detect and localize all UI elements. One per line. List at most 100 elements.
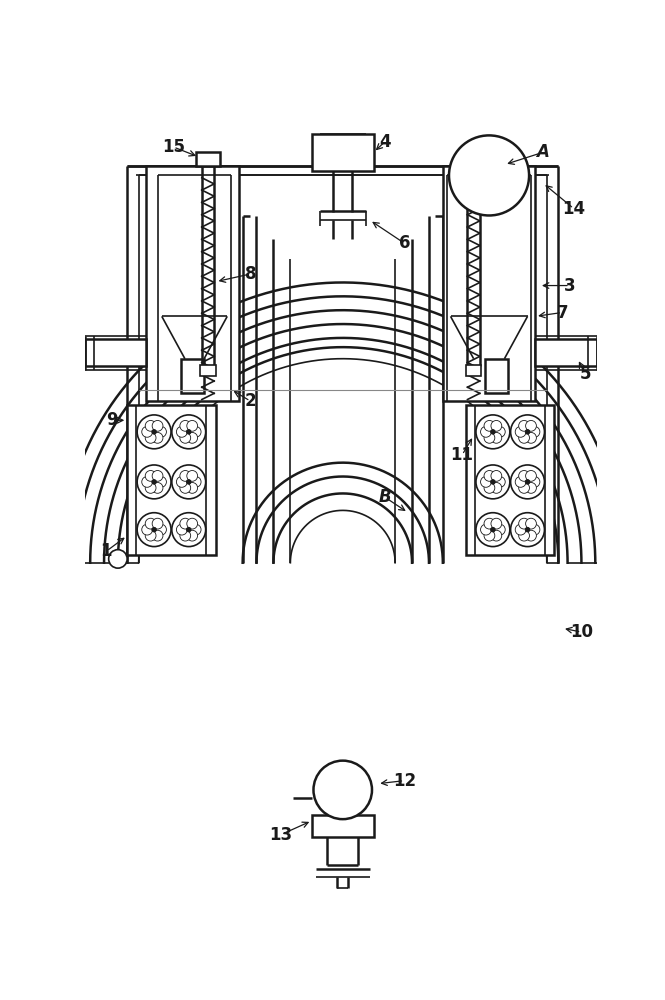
- Circle shape: [519, 471, 529, 481]
- Circle shape: [491, 483, 502, 493]
- Circle shape: [491, 420, 502, 431]
- Circle shape: [137, 415, 171, 449]
- Circle shape: [511, 415, 545, 449]
- Circle shape: [137, 465, 171, 499]
- Circle shape: [484, 483, 495, 493]
- Circle shape: [525, 480, 530, 484]
- Circle shape: [156, 477, 166, 487]
- Circle shape: [519, 530, 529, 541]
- Circle shape: [172, 465, 205, 499]
- Circle shape: [176, 524, 188, 535]
- Circle shape: [484, 471, 495, 481]
- Circle shape: [145, 420, 156, 431]
- Circle shape: [529, 426, 540, 437]
- Circle shape: [142, 524, 152, 535]
- Bar: [181, 359, 204, 393]
- Circle shape: [137, 513, 171, 547]
- Circle shape: [484, 432, 495, 443]
- Circle shape: [515, 477, 526, 487]
- Bar: [462, 152, 485, 166]
- Circle shape: [484, 530, 495, 541]
- Bar: [196, 152, 219, 166]
- Circle shape: [481, 477, 491, 487]
- Text: 13: 13: [269, 826, 293, 844]
- Circle shape: [476, 465, 510, 499]
- Circle shape: [145, 518, 156, 529]
- Circle shape: [190, 524, 201, 535]
- Circle shape: [187, 518, 198, 529]
- Bar: [127, 405, 215, 555]
- Circle shape: [187, 432, 198, 443]
- Text: 15: 15: [162, 138, 185, 156]
- Circle shape: [519, 420, 529, 431]
- Circle shape: [180, 471, 191, 481]
- Circle shape: [515, 524, 526, 535]
- Circle shape: [180, 530, 191, 541]
- Circle shape: [145, 432, 156, 443]
- Circle shape: [186, 430, 191, 434]
- Circle shape: [449, 135, 529, 215]
- Bar: [312, 134, 374, 171]
- Circle shape: [180, 420, 191, 431]
- Circle shape: [491, 432, 502, 443]
- Bar: [466, 365, 481, 376]
- Circle shape: [525, 430, 530, 434]
- Circle shape: [525, 530, 537, 541]
- Bar: [312, 815, 374, 837]
- Circle shape: [145, 530, 156, 541]
- Text: 9: 9: [106, 411, 118, 429]
- Circle shape: [511, 465, 545, 499]
- Circle shape: [525, 420, 537, 431]
- Text: 8: 8: [245, 265, 256, 283]
- Circle shape: [190, 477, 201, 487]
- Circle shape: [187, 471, 198, 481]
- Text: 12: 12: [393, 772, 416, 790]
- Circle shape: [187, 420, 198, 431]
- Circle shape: [152, 420, 163, 431]
- Circle shape: [152, 527, 156, 532]
- Circle shape: [145, 483, 156, 493]
- Circle shape: [525, 471, 537, 481]
- Text: A: A: [537, 143, 549, 161]
- Circle shape: [529, 477, 540, 487]
- Circle shape: [525, 483, 537, 493]
- Circle shape: [491, 430, 495, 434]
- Circle shape: [152, 471, 163, 481]
- Text: 10: 10: [570, 623, 593, 641]
- Circle shape: [525, 527, 530, 532]
- Circle shape: [187, 483, 198, 493]
- Bar: [466, 405, 555, 555]
- Bar: [443, 166, 535, 401]
- Bar: [200, 365, 215, 376]
- Circle shape: [186, 527, 191, 532]
- Bar: [146, 166, 239, 401]
- Circle shape: [491, 471, 502, 481]
- Circle shape: [187, 530, 198, 541]
- Text: 7: 7: [557, 304, 568, 322]
- Circle shape: [476, 513, 510, 547]
- Circle shape: [484, 518, 495, 529]
- Text: 5: 5: [579, 365, 591, 383]
- Circle shape: [525, 432, 537, 443]
- Circle shape: [180, 483, 191, 493]
- Circle shape: [156, 426, 166, 437]
- Circle shape: [180, 518, 191, 529]
- Circle shape: [156, 524, 166, 535]
- Text: 2: 2: [245, 392, 256, 410]
- Circle shape: [481, 426, 491, 437]
- Bar: [485, 359, 508, 393]
- Circle shape: [176, 426, 188, 437]
- Circle shape: [190, 426, 201, 437]
- Circle shape: [152, 530, 163, 541]
- Circle shape: [152, 430, 156, 434]
- Circle shape: [484, 420, 495, 431]
- Circle shape: [495, 426, 505, 437]
- Circle shape: [152, 483, 163, 493]
- Circle shape: [519, 432, 529, 443]
- Text: 11: 11: [451, 446, 473, 464]
- Circle shape: [491, 527, 495, 532]
- Circle shape: [145, 471, 156, 481]
- Circle shape: [176, 477, 188, 487]
- Circle shape: [313, 761, 372, 819]
- Circle shape: [481, 524, 491, 535]
